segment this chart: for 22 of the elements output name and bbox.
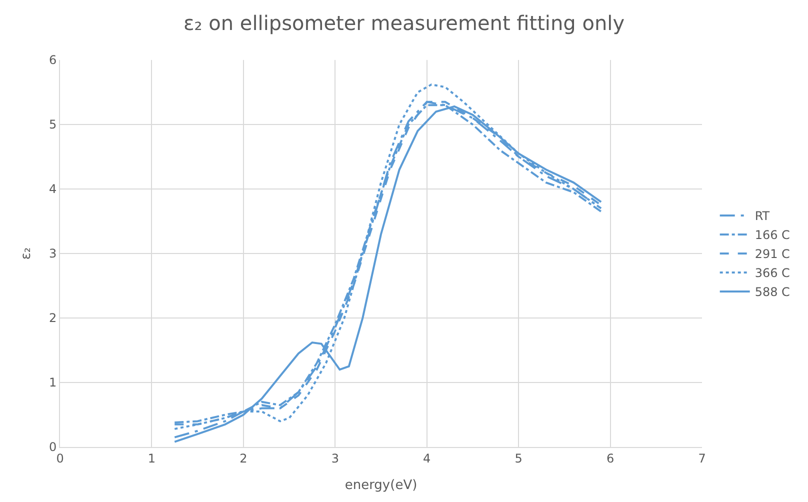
x-tick-label: 7: [698, 451, 706, 466]
y-tick-label: 1: [48, 376, 57, 390]
y-tick-label: 0: [48, 440, 57, 454]
y-tick-label: 5: [48, 118, 57, 132]
y-tick-label: 4: [48, 182, 57, 196]
y-tick-label: 3: [48, 246, 57, 261]
y-tick-label: 6: [48, 53, 57, 68]
x-axis-title: energy(eV): [344, 478, 418, 493]
x-tick-label: 5: [514, 451, 522, 466]
legend-label: RT: [754, 209, 770, 224]
legend-label: 166 C: [754, 228, 790, 242]
legend-label: 291 C: [754, 247, 790, 262]
x-tick-label: 3: [331, 451, 339, 466]
x-tick-label: 1: [148, 451, 156, 466]
y-axis-title: ε₂: [18, 247, 34, 260]
legend-label: 588 C: [754, 285, 790, 300]
legend-label: 366 C: [754, 266, 790, 280]
chart-title: ε₂ on ellipsometer measurement fitting only: [183, 11, 625, 35]
y-tick-label: 2: [48, 311, 57, 326]
x-tick-label: 4: [423, 451, 431, 466]
x-tick-label: 6: [606, 451, 614, 466]
x-tick-label: 2: [240, 451, 248, 466]
